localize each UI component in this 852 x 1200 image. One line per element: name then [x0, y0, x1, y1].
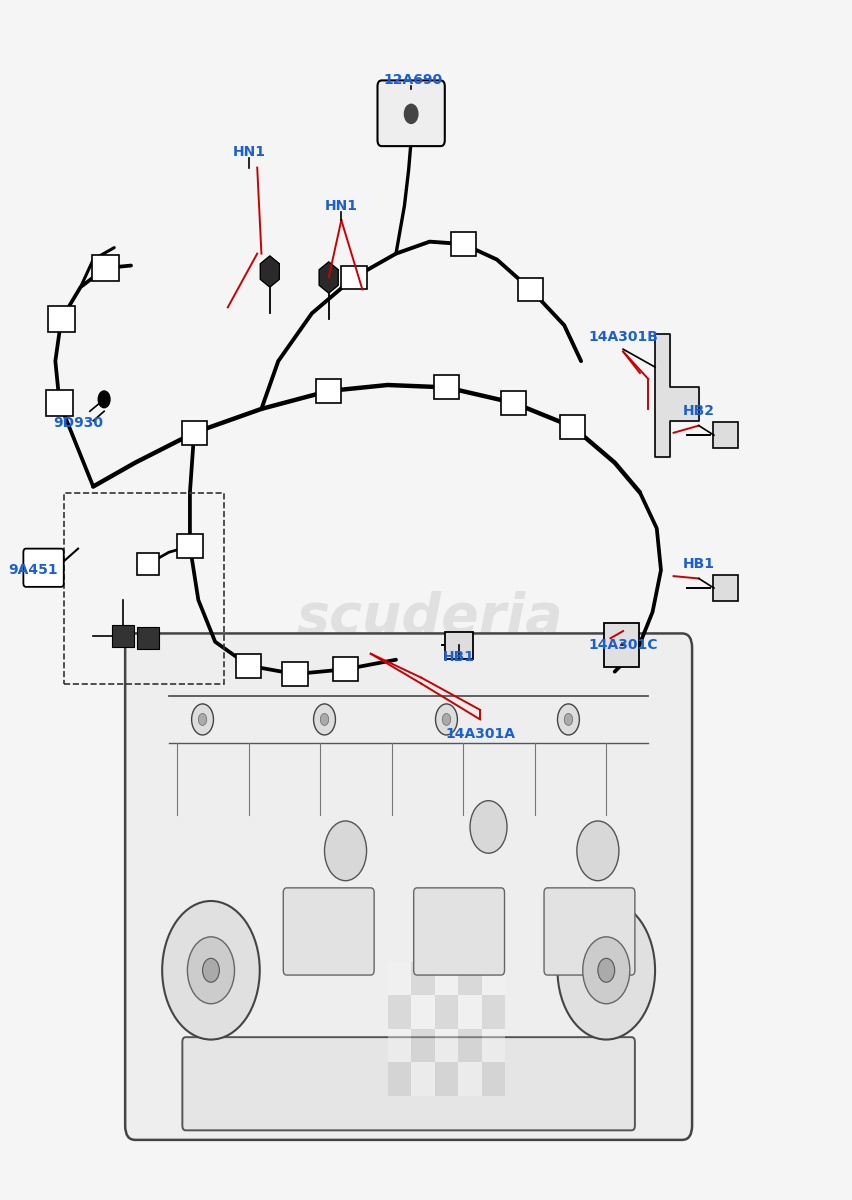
FancyBboxPatch shape: [181, 421, 206, 445]
Circle shape: [469, 800, 506, 853]
Circle shape: [441, 714, 450, 726]
Circle shape: [192, 704, 213, 734]
Bar: [411, 1028, 435, 1062]
Text: c a r   p a r t s: c a r p a r t s: [322, 658, 536, 686]
Bar: [458, 1062, 481, 1096]
Bar: [435, 1062, 458, 1096]
FancyBboxPatch shape: [92, 254, 119, 281]
FancyBboxPatch shape: [23, 548, 64, 587]
FancyBboxPatch shape: [177, 534, 202, 558]
FancyBboxPatch shape: [544, 888, 634, 976]
FancyBboxPatch shape: [136, 553, 159, 575]
Circle shape: [314, 704, 335, 734]
FancyBboxPatch shape: [712, 422, 738, 449]
Text: 14A301B: 14A301B: [588, 330, 657, 344]
Text: HN1: HN1: [325, 199, 357, 212]
FancyBboxPatch shape: [341, 265, 366, 289]
Circle shape: [557, 901, 654, 1039]
Polygon shape: [260, 256, 279, 287]
Text: 9D930: 9D930: [53, 416, 103, 431]
FancyBboxPatch shape: [332, 658, 358, 682]
FancyBboxPatch shape: [560, 415, 584, 439]
Circle shape: [404, 104, 417, 124]
Circle shape: [98, 391, 110, 408]
Text: HN1: HN1: [232, 145, 265, 160]
Bar: [481, 1028, 504, 1062]
Text: 14A301C: 14A301C: [588, 638, 657, 653]
FancyBboxPatch shape: [112, 625, 134, 647]
Circle shape: [576, 821, 619, 881]
Circle shape: [597, 959, 614, 983]
FancyBboxPatch shape: [182, 1037, 634, 1130]
FancyBboxPatch shape: [282, 662, 308, 686]
Bar: [411, 1062, 435, 1096]
FancyBboxPatch shape: [450, 232, 475, 256]
FancyBboxPatch shape: [434, 376, 458, 400]
Bar: [387, 1062, 411, 1096]
Bar: [435, 962, 458, 995]
FancyBboxPatch shape: [712, 575, 738, 601]
Circle shape: [199, 714, 206, 726]
Bar: [458, 995, 481, 1028]
Bar: [458, 1028, 481, 1062]
Circle shape: [202, 959, 219, 983]
Circle shape: [320, 714, 328, 726]
Circle shape: [187, 937, 234, 1003]
Polygon shape: [654, 334, 698, 457]
Bar: [481, 1062, 504, 1096]
Circle shape: [582, 937, 629, 1003]
FancyBboxPatch shape: [137, 628, 158, 649]
Polygon shape: [319, 262, 337, 293]
Text: 12A690: 12A690: [383, 73, 442, 88]
Circle shape: [162, 901, 260, 1039]
FancyBboxPatch shape: [316, 379, 341, 403]
FancyBboxPatch shape: [517, 277, 543, 301]
Circle shape: [435, 704, 457, 734]
FancyBboxPatch shape: [413, 888, 504, 976]
FancyBboxPatch shape: [48, 306, 75, 332]
FancyBboxPatch shape: [377, 80, 444, 146]
Text: HB1: HB1: [442, 650, 475, 665]
Bar: [411, 995, 435, 1028]
Bar: [387, 962, 411, 995]
Bar: [411, 962, 435, 995]
FancyBboxPatch shape: [46, 390, 73, 416]
Bar: [387, 995, 411, 1028]
Bar: [435, 1028, 458, 1062]
Text: HB2: HB2: [682, 404, 714, 419]
Bar: [387, 1028, 411, 1062]
Text: 9A451: 9A451: [8, 563, 57, 577]
FancyBboxPatch shape: [444, 632, 473, 659]
Bar: [458, 962, 481, 995]
Text: HB1: HB1: [682, 557, 714, 571]
Circle shape: [563, 714, 572, 726]
Bar: [481, 962, 504, 995]
Bar: [481, 995, 504, 1028]
Text: 14A301A: 14A301A: [445, 727, 515, 740]
FancyBboxPatch shape: [283, 888, 374, 976]
Circle shape: [324, 821, 366, 881]
FancyBboxPatch shape: [501, 391, 526, 415]
Circle shape: [557, 704, 579, 734]
FancyBboxPatch shape: [603, 623, 638, 667]
Text: scuderia: scuderia: [296, 590, 562, 644]
FancyBboxPatch shape: [125, 634, 691, 1140]
FancyBboxPatch shape: [236, 654, 261, 678]
Bar: [435, 995, 458, 1028]
